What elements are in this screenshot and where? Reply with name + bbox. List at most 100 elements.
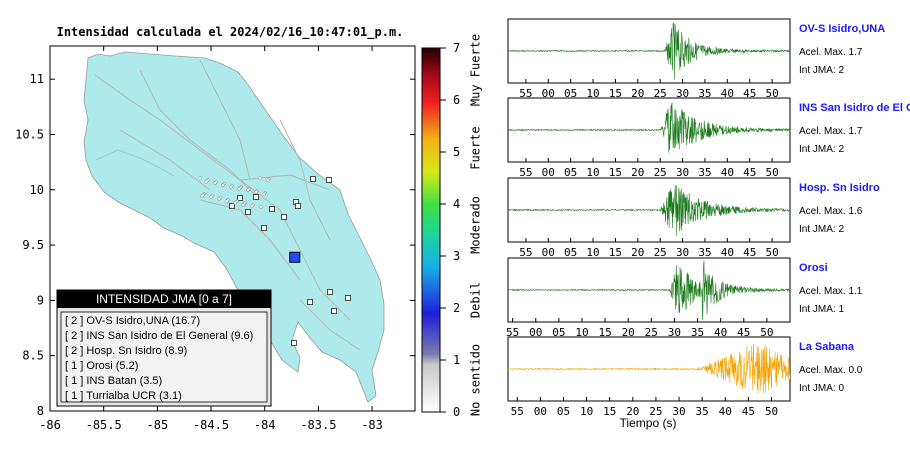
trace-x-tick-label: 50 xyxy=(765,405,778,418)
city-dot xyxy=(217,197,221,201)
trace-x-tick-label: 20 xyxy=(622,326,635,339)
trace-x-tick-label: 40 xyxy=(719,405,732,418)
station-acel: Acel. Max. 1.7 xyxy=(799,47,863,58)
colorbar-tick-label: 3 xyxy=(453,249,460,263)
colorbar-tick-label: 5 xyxy=(453,145,460,159)
map-y-tick-label: 9.5 xyxy=(22,238,44,252)
trace-x-tick-label: 45 xyxy=(742,405,755,418)
station-marker xyxy=(245,209,251,215)
station-marker xyxy=(261,225,267,231)
map-x-tick-label: -83 xyxy=(361,418,383,432)
station-marker xyxy=(307,299,313,305)
colorbar-label: Moderado xyxy=(469,196,483,254)
city-dot xyxy=(229,185,233,189)
station-name: Orosi xyxy=(799,262,828,274)
trace-x-tick-label: 15 xyxy=(609,246,622,259)
map-x-tick-label: -84.5 xyxy=(193,418,229,432)
figure-title: Intensidad calculada el 2024/02/16_10:47… xyxy=(57,25,404,40)
trace-x-tick-label: 10 xyxy=(586,87,599,100)
trace-x-tick-label: 55 xyxy=(511,405,524,418)
colorbar-label: Fuerte xyxy=(469,126,483,169)
map-y-tick-label: 9 xyxy=(37,293,44,307)
trace-x-tick-label: 40 xyxy=(721,166,734,179)
map-x-tick-label: -86 xyxy=(39,418,61,432)
trace-x-tick-label: 20 xyxy=(631,87,644,100)
city-dot xyxy=(254,190,258,194)
map-x-tick-label: -85 xyxy=(147,418,169,432)
city-dot xyxy=(233,201,237,205)
trace-x-tick-label: 35 xyxy=(691,326,704,339)
trace-x-tick-label: 35 xyxy=(696,405,709,418)
map-y-axis: 8 8.5 9 9.5 10 10.5 11 xyxy=(15,72,415,418)
trace-panel: 55 00 05 10 15 20 25 30 35 40 45 50 OV-S Isidro,UNA A… xyxy=(507,18,885,100)
trace-x-tick-label: 10 xyxy=(575,326,588,339)
city-dot xyxy=(198,176,202,180)
legend-item: [ 2 ] OV-S Isidro,UNA (16.7) xyxy=(65,315,200,327)
map-y-tick-label: 10.5 xyxy=(15,127,44,141)
legend-item: [ 1 ] Orosi (5.2) xyxy=(65,360,138,372)
station-int: Int JMA: 1 xyxy=(799,304,844,315)
road-network xyxy=(94,59,361,351)
map-x-tick-label: -85.5 xyxy=(86,418,122,432)
trace-x-tick-label: 05 xyxy=(564,87,577,100)
station-acel: Acel. Max. 1.1 xyxy=(799,286,863,297)
trace-x-tick-label: 10 xyxy=(580,405,593,418)
colorbar-tick-label: 7 xyxy=(453,41,460,55)
trace-x-tick-label: 05 xyxy=(564,246,577,259)
trace-x-tick-label: 00 xyxy=(542,87,555,100)
trace-x-tick-label: 55 xyxy=(519,166,532,179)
trace-x-tick-label: 45 xyxy=(737,326,750,339)
intensity-colorbar: 0 1 2 3 4 5 6 7 No sentido Debil Moderado Fuerte Mu… xyxy=(421,34,483,419)
trace-x-tick-label: 40 xyxy=(721,246,734,259)
city-dot xyxy=(200,194,204,198)
trace-x-tick-label: 45 xyxy=(743,166,756,179)
trace-x-tick-label: 10 xyxy=(586,246,599,259)
trace-series xyxy=(507,260,791,320)
legend-item: [ 2 ] INS San Isidro de El General (9.6) xyxy=(65,330,253,342)
trace-x-tick-label: 25 xyxy=(654,246,667,259)
station-marker xyxy=(281,214,287,220)
map-x-tick-label: -83.5 xyxy=(300,418,336,432)
costa-rica-land xyxy=(83,51,385,403)
trace-panel: 55 00 05 10 15 20 25 30 35 40 45 50 Hosp. Sn Isidro A… xyxy=(507,177,880,259)
colorbar-tick-label: 1 xyxy=(453,353,460,367)
gulf-line xyxy=(95,149,175,177)
city-dot xyxy=(262,192,266,196)
city-dot xyxy=(241,203,245,207)
trace-x-tick-label: 20 xyxy=(631,246,644,259)
legend-inner xyxy=(60,311,268,403)
station-marker xyxy=(310,176,316,182)
trace-x-tick-label: 50 xyxy=(760,326,773,339)
city-dot xyxy=(221,183,225,187)
station-marker xyxy=(345,295,351,301)
map-y-tick-label: 8 xyxy=(37,404,44,418)
city-dot xyxy=(213,181,217,185)
legend-header xyxy=(57,290,271,308)
trace-panel: 55 00 05 10 15 20 25 30 35 40 45 50 La Sabana Acel. M… xyxy=(507,336,863,418)
map-y-tick-label: 10 xyxy=(30,183,44,197)
colorbar-tick-label: 4 xyxy=(453,197,460,211)
colorbar-ticks: 0 1 2 3 4 5 6 7 xyxy=(440,41,460,419)
trace-x-tick-label: 00 xyxy=(534,405,547,418)
city-dot xyxy=(259,205,263,209)
colorbar-tick-label: 6 xyxy=(453,93,460,107)
trace-series xyxy=(507,343,791,394)
trace-x-tick-label: 05 xyxy=(557,405,570,418)
station-marker xyxy=(253,194,259,200)
trace-x-tick-label: 20 xyxy=(631,166,644,179)
legend-title: INTENSIDAD JMA [0 a 7] xyxy=(96,292,232,306)
station-marker xyxy=(269,206,275,212)
trace-x-tick-label: 15 xyxy=(598,326,611,339)
map-y-tick-label: 8.5 xyxy=(22,349,44,363)
station-int: Int JMA: 2 xyxy=(799,65,844,76)
trace-x-tick-label: 55 xyxy=(519,246,532,259)
trace-x-tick-label: 45 xyxy=(743,246,756,259)
station-name: OV-S Isidro,UNA xyxy=(799,23,885,35)
trace-x-tick-label: 35 xyxy=(698,246,711,259)
colorbar-label: Debil xyxy=(469,282,483,318)
intensity-legend: INTENSIDAD JMA [0 a 7] [ 2 ] OV-S Isidro… xyxy=(56,289,272,407)
trace-panel: 55 00 05 10 15 20 25 30 35 40 45 50 Orosi Acel. Max. … xyxy=(506,257,863,339)
trace-series xyxy=(507,102,791,153)
city-dot xyxy=(237,187,241,191)
